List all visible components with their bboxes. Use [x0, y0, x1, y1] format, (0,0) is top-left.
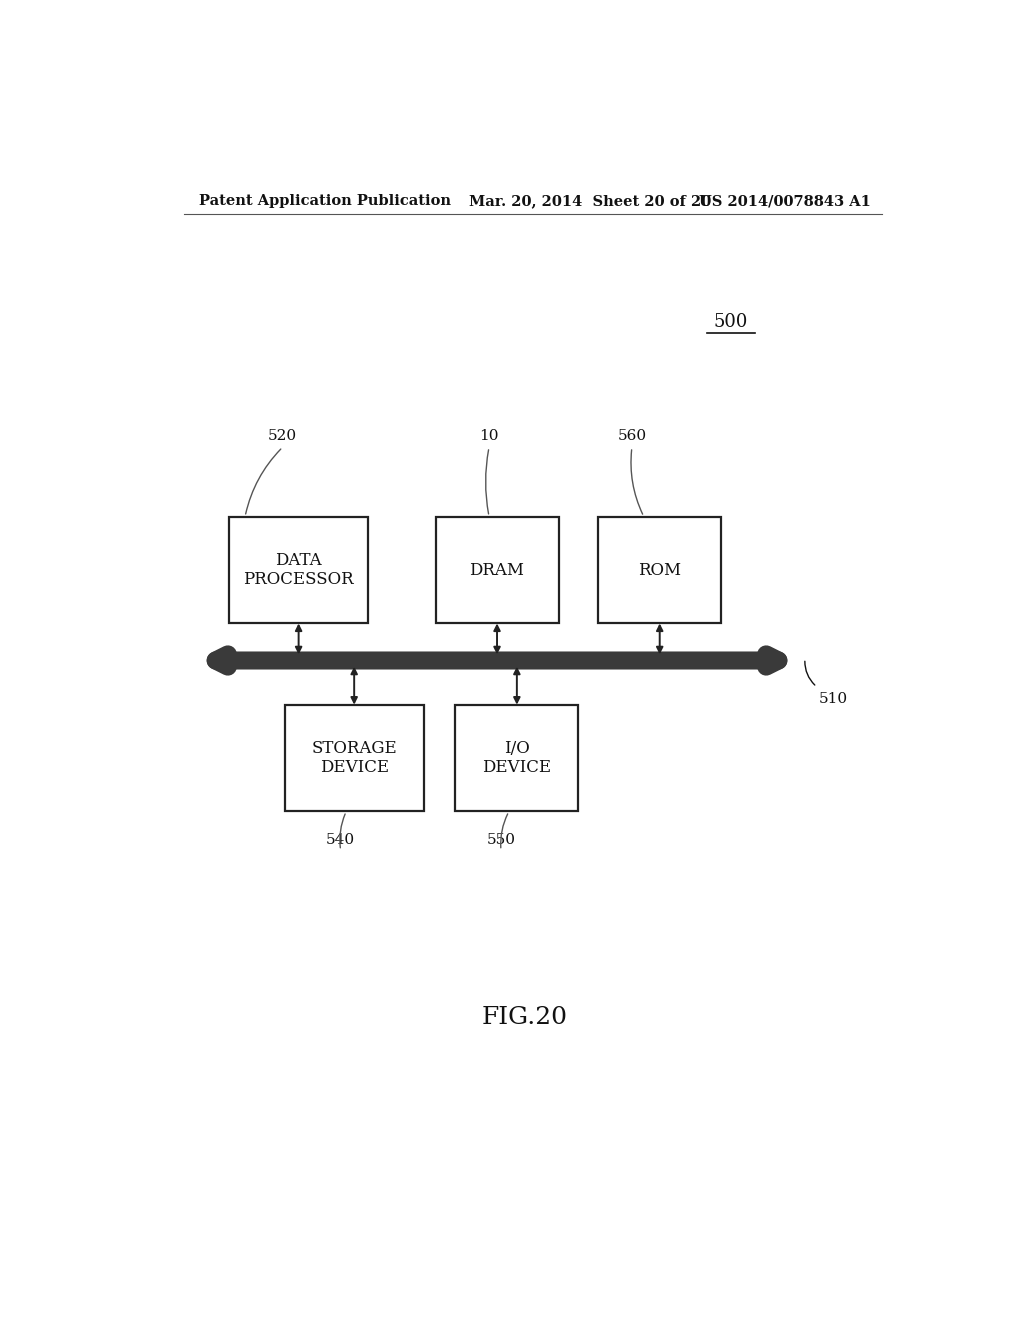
Text: DATA
PROCESSOR: DATA PROCESSOR — [244, 552, 354, 589]
Text: 520: 520 — [268, 429, 297, 444]
Text: 540: 540 — [326, 833, 355, 846]
Text: STORAGE
DEVICE: STORAGE DEVICE — [311, 739, 397, 776]
Text: Patent Application Publication: Patent Application Publication — [200, 194, 452, 209]
Text: 560: 560 — [617, 429, 646, 444]
Bar — [285, 705, 424, 812]
Text: US 2014/0078843 A1: US 2014/0078843 A1 — [699, 194, 871, 209]
Bar — [435, 516, 558, 623]
Bar — [456, 705, 579, 812]
Bar — [598, 516, 721, 623]
Text: FIG.20: FIG.20 — [482, 1006, 567, 1028]
Text: DRAM: DRAM — [470, 561, 524, 578]
Text: 550: 550 — [486, 833, 515, 846]
Text: Mar. 20, 2014  Sheet 20 of 20: Mar. 20, 2014 Sheet 20 of 20 — [469, 194, 712, 209]
Text: 10: 10 — [479, 429, 499, 444]
Bar — [229, 516, 368, 623]
Text: 500: 500 — [714, 313, 749, 331]
Text: I/O
DEVICE: I/O DEVICE — [482, 739, 552, 776]
Text: 510: 510 — [818, 692, 848, 706]
Text: ROM: ROM — [638, 561, 681, 578]
